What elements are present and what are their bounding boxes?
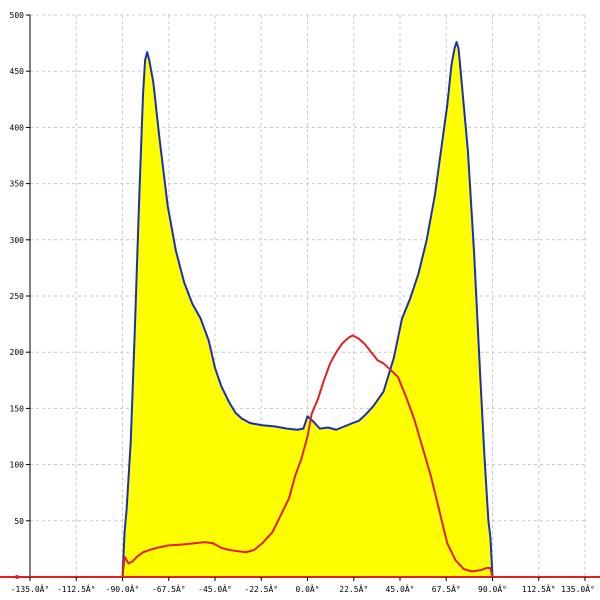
x-tick-label: 135.0Â°	[561, 583, 595, 594]
x-tick-label: 112.5Â°	[522, 583, 556, 594]
y-tick-label: 250	[10, 292, 25, 301]
x-tick-label: 0.0Â°	[295, 583, 319, 594]
series-area	[122, 41, 493, 578]
x-tick-label: -112.5Â°	[57, 583, 96, 594]
x-tick-label: 22.5Â°	[339, 583, 368, 594]
y-tick-label: 200	[10, 348, 25, 357]
x-tick-label: -45.0Â°	[198, 583, 232, 594]
x-tick-label: 67.5Â°	[432, 583, 461, 594]
y-tick-label: 450	[10, 67, 25, 76]
y-tick-label: 300	[10, 236, 25, 245]
y-tick-label: 500	[10, 11, 25, 20]
axes	[0, 14, 600, 581]
y-tick-label: 350	[10, 180, 25, 189]
x-tick-label: 90.0Â°	[478, 583, 507, 594]
origin-marker	[15, 575, 19, 579]
y-tick-label: 100	[10, 461, 25, 470]
series-2-line	[118, 334, 596, 578]
x-tick-label: -67.5Â°	[152, 583, 186, 594]
tick-labels: 50 100 150 200 250 300 350 400 450 500 -135.0Â° -11…	[10, 11, 595, 594]
x-tick-label: -90.0Â°	[106, 583, 140, 594]
y-tick-label: 400	[10, 123, 25, 132]
y-tick-label: 150	[10, 404, 25, 413]
y-tick-label: 50	[14, 517, 24, 526]
x-tick-label: -22.5Â°	[244, 583, 278, 594]
x-tick-label: -135.0Â°	[11, 583, 50, 594]
x-tick-label: 45.0Â°	[386, 583, 415, 594]
series-1-area	[122, 41, 493, 578]
series-lines	[118, 40, 596, 578]
